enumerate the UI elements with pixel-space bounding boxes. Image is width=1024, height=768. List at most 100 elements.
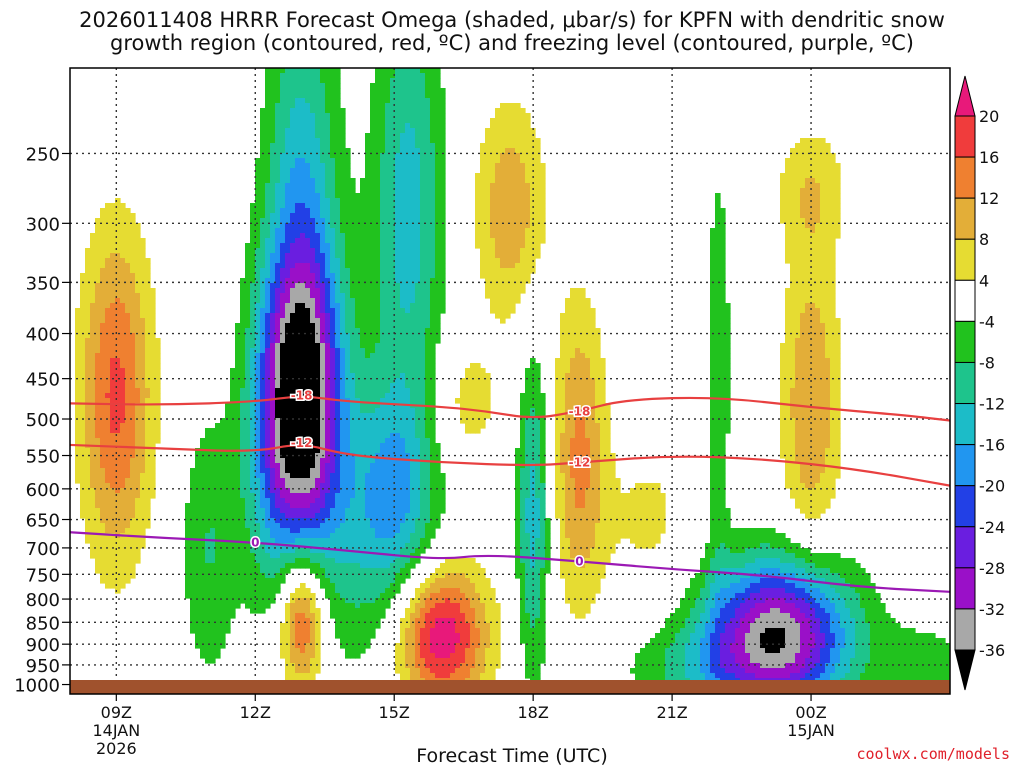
omega-cell (315, 268, 321, 274)
omega-cell (365, 153, 371, 159)
omega-cell (325, 393, 331, 399)
omega-cell (265, 243, 271, 249)
omega-cell (300, 153, 306, 159)
omega-cell (380, 298, 386, 304)
omega-cell (80, 293, 86, 299)
omega-cell (150, 323, 156, 329)
omega-cell (420, 143, 426, 149)
omega-cell (485, 163, 491, 169)
omega-cell (270, 233, 276, 239)
omega-cell (340, 143, 346, 149)
omega-cell (305, 293, 311, 299)
omega-cell (300, 358, 306, 364)
omega-cell (420, 288, 426, 294)
omega-cell (400, 143, 406, 149)
omega-cell (805, 288, 811, 294)
omega-cell (575, 323, 581, 329)
omega-cell (90, 298, 96, 304)
omega-cell (490, 263, 496, 269)
omega-cell (825, 283, 831, 289)
omega-cell (265, 363, 271, 369)
omega-cell (405, 103, 411, 109)
omega-cell (340, 263, 346, 269)
omega-cell (405, 258, 411, 264)
omega-cell (120, 308, 126, 314)
omega-cell (285, 373, 291, 379)
omega-cell (720, 238, 726, 244)
omega-cell (795, 348, 801, 354)
omega-cell (380, 208, 386, 214)
omega-cell (320, 93, 326, 99)
omega-cell (115, 293, 121, 299)
omega-cell (255, 373, 261, 379)
omega-cell (135, 388, 141, 394)
omega-cell (575, 358, 581, 364)
omega-cell (825, 228, 831, 234)
omega-cell (380, 238, 386, 244)
omega-cell (345, 228, 351, 234)
omega-cell (370, 278, 376, 284)
omega-cell (395, 153, 401, 159)
omega-cell (820, 178, 826, 184)
omega-cell (350, 373, 356, 379)
omega-cell (330, 343, 336, 349)
omega-cell (710, 388, 716, 394)
omega-cell (815, 153, 821, 159)
omega-cell (135, 233, 141, 239)
omega-cell (315, 78, 321, 84)
omega-cell (335, 353, 341, 359)
omega-cell (495, 263, 501, 269)
omega-cell (275, 148, 281, 154)
omega-cell (115, 213, 121, 219)
omega-cell (375, 393, 381, 399)
omega-cell (375, 378, 381, 384)
omega-cell (100, 308, 106, 314)
omega-cell (400, 133, 406, 139)
omega-cell (375, 163, 381, 169)
omega-cell (295, 123, 301, 129)
omega-cell (295, 308, 301, 314)
omega-cell (325, 303, 331, 309)
omega-cell (120, 373, 126, 379)
omega-cell (340, 123, 346, 129)
omega-cell (810, 213, 816, 219)
omega-cell (800, 293, 806, 299)
omega-cell (275, 418, 281, 424)
omega-cell (280, 408, 286, 414)
omega-cell (255, 363, 261, 369)
omega-cell (130, 343, 136, 349)
omega-cell (280, 123, 286, 129)
omega-cell (260, 348, 266, 354)
omega-cell (100, 238, 106, 244)
omega-cell (340, 363, 346, 369)
omega-cell (100, 298, 106, 304)
omega-cell (825, 388, 831, 394)
omega-cell (300, 188, 306, 194)
omega-cell (510, 173, 516, 179)
omega-cell (350, 208, 356, 214)
omega-cell (485, 283, 491, 289)
omega-cell (120, 428, 126, 434)
omega-cell (710, 318, 716, 324)
omega-cell (390, 388, 396, 394)
omega-cell (420, 163, 426, 169)
omega-cell (795, 263, 801, 269)
omega-cell (105, 398, 111, 404)
omega-cell (300, 133, 306, 139)
omega-cell (495, 303, 501, 309)
omega-cell (590, 403, 596, 409)
omega-cell (420, 388, 426, 394)
omega-cell (90, 363, 96, 369)
omega-cell (500, 138, 506, 144)
omega-cell (130, 213, 136, 219)
omega-cell (150, 408, 156, 414)
omega-cell (495, 248, 501, 254)
omega-cell (115, 388, 121, 394)
omega-cell (430, 93, 436, 99)
omega-cell (270, 68, 276, 74)
omega-cell (830, 273, 836, 279)
omega-cell (490, 298, 496, 304)
omega-cell (830, 268, 836, 274)
omega-cell (515, 288, 521, 294)
omega-cell (330, 233, 336, 239)
